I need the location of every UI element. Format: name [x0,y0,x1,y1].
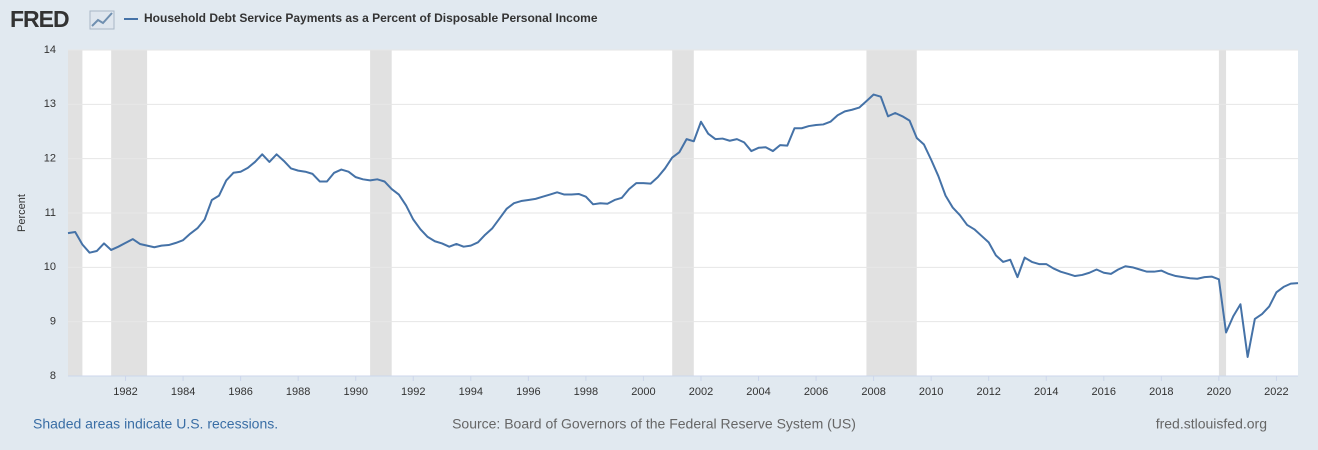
x-tick-label: 1982 [113,386,137,398]
x-tick-label: 2004 [746,386,770,398]
x-tick-label: 2000 [631,386,655,398]
x-tick-label: 1996 [516,386,540,398]
y-tick-label: 14 [44,44,56,56]
data-line [67,93,1299,358]
y-tick-label: 9 [50,316,56,328]
y-tick-label: 8 [50,370,56,382]
source-note: Source: Board of Governors of the Federa… [452,416,856,432]
x-tick-label: 1986 [228,386,252,398]
x-tick-label: 2022 [1264,386,1288,398]
x-tick-label: 2008 [861,386,885,398]
x-tick-label: 1994 [459,386,483,398]
x-tick-label: 2016 [1092,386,1116,398]
x-tick-label: 1988 [286,386,310,398]
y-tick-label: 11 [45,207,56,219]
logo: FRED [10,6,69,32]
y-tick-label: 13 [44,98,56,110]
x-tick-label: 1992 [401,386,425,398]
x-tick-label: 2018 [1149,386,1173,398]
x-tick-label: 2020 [1207,386,1231,398]
x-tick-label: 2012 [976,386,1000,398]
x-tick-label: 2010 [919,386,943,398]
recession-note[interactable]: Shaded areas indicate U.S. recessions. [33,416,278,432]
y-tick-label: 12 [44,153,56,165]
logo-icon [89,10,115,30]
x-tick-label: 1998 [574,386,598,398]
x-tick-label: 1984 [171,386,195,398]
x-tick-label: 2014 [1034,386,1058,398]
x-tick-label: 2006 [804,386,828,398]
x-tick-label: 2002 [689,386,713,398]
y-tick-label: 10 [44,261,56,273]
site-link[interactable]: fred.stlouisfed.org [1156,416,1267,432]
legend-label: Household Debt Service Payments as a Per… [144,11,598,25]
y-axis-label: Percent [16,194,28,232]
x-tick-label: 1990 [343,386,367,398]
